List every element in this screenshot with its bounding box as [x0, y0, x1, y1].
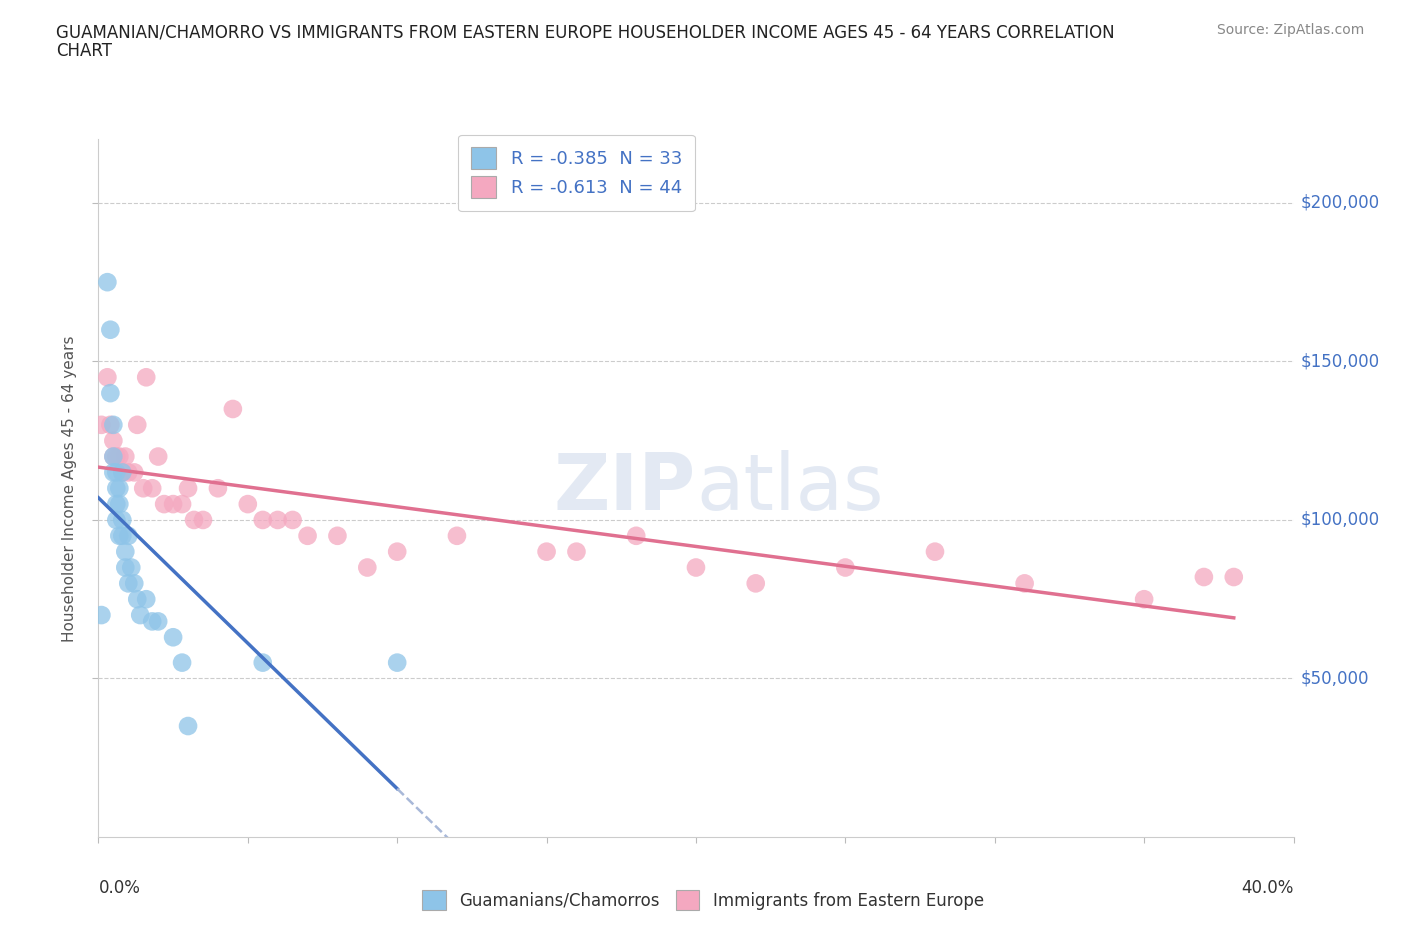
Point: [252, 512, 274, 527]
Point: [105, 512, 128, 527]
Point: [624, 528, 647, 543]
Point: [1014, 576, 1036, 591]
Text: ZIP: ZIP: [554, 450, 696, 526]
Point: [127, 418, 149, 432]
Point: [105, 465, 128, 480]
Point: [148, 449, 170, 464]
Point: [385, 544, 409, 559]
Text: $50,000: $50,000: [1301, 670, 1369, 687]
Point: [222, 402, 245, 417]
Point: [105, 497, 128, 512]
Point: [565, 544, 588, 559]
Point: [124, 465, 146, 480]
Point: [356, 560, 378, 575]
Point: [108, 481, 131, 496]
Point: [207, 481, 229, 496]
Point: [834, 560, 856, 575]
Point: [103, 418, 125, 432]
Point: [162, 630, 184, 644]
Point: [153, 497, 176, 512]
Text: $200,000: $200,000: [1301, 194, 1379, 212]
Point: [1133, 591, 1156, 606]
Point: [108, 528, 131, 543]
Point: [117, 576, 139, 591]
Point: [1192, 569, 1215, 584]
Point: [141, 481, 163, 496]
Point: [148, 614, 170, 629]
Point: [177, 719, 200, 734]
Point: [103, 433, 125, 448]
Point: [111, 528, 134, 543]
Point: [108, 449, 131, 464]
Point: [745, 576, 768, 591]
Point: [103, 465, 125, 480]
Y-axis label: Householder Income Ages 45 - 64 years: Householder Income Ages 45 - 64 years: [62, 335, 77, 642]
Point: [446, 528, 468, 543]
Point: [326, 528, 349, 543]
Point: [103, 449, 125, 464]
Text: atlas: atlas: [696, 450, 883, 526]
Point: [252, 655, 274, 670]
Point: [111, 465, 134, 480]
Point: [111, 512, 134, 527]
Point: [297, 528, 319, 543]
Point: [281, 512, 304, 527]
Point: [117, 528, 139, 543]
Point: [172, 655, 194, 670]
Point: [105, 481, 128, 496]
Point: [536, 544, 558, 559]
Point: [177, 481, 200, 496]
Point: [124, 576, 146, 591]
Legend: R = -0.385  N = 33, R = -0.613  N = 44: R = -0.385 N = 33, R = -0.613 N = 44: [458, 135, 695, 211]
Point: [135, 370, 157, 385]
Text: GUAMANIAN/CHAMORRO VS IMMIGRANTS FROM EASTERN EUROPE HOUSEHOLDER INCOME AGES 45 : GUAMANIAN/CHAMORRO VS IMMIGRANTS FROM EA…: [56, 23, 1115, 41]
Point: [90, 418, 112, 432]
Text: 40.0%: 40.0%: [1241, 879, 1294, 897]
Point: [183, 512, 205, 527]
Point: [96, 370, 118, 385]
Legend: Guamanians/Chamorros, Immigrants from Eastern Europe: Guamanians/Chamorros, Immigrants from Ea…: [416, 884, 990, 917]
Point: [96, 274, 118, 289]
Point: [90, 607, 112, 622]
Point: [127, 591, 149, 606]
Text: Source: ZipAtlas.com: Source: ZipAtlas.com: [1216, 23, 1364, 37]
Point: [114, 560, 136, 575]
Text: $150,000: $150,000: [1301, 352, 1379, 370]
Point: [98, 418, 122, 432]
Point: [924, 544, 946, 559]
Point: [108, 497, 131, 512]
Point: [114, 449, 136, 464]
Point: [172, 497, 194, 512]
Point: [114, 544, 136, 559]
Point: [135, 591, 157, 606]
Point: [105, 449, 128, 464]
Point: [103, 449, 125, 464]
Text: $100,000: $100,000: [1301, 511, 1379, 529]
Point: [111, 465, 134, 480]
Point: [120, 560, 142, 575]
Point: [98, 323, 122, 338]
Point: [141, 614, 163, 629]
Point: [162, 497, 184, 512]
Text: 0.0%: 0.0%: [98, 879, 141, 897]
Text: CHART: CHART: [56, 42, 112, 60]
Point: [98, 386, 122, 401]
Point: [685, 560, 707, 575]
Point: [117, 465, 139, 480]
Point: [191, 512, 214, 527]
Point: [236, 497, 259, 512]
Point: [129, 607, 152, 622]
Point: [385, 655, 409, 670]
Point: [267, 512, 290, 527]
Point: [132, 481, 155, 496]
Point: [1223, 569, 1246, 584]
